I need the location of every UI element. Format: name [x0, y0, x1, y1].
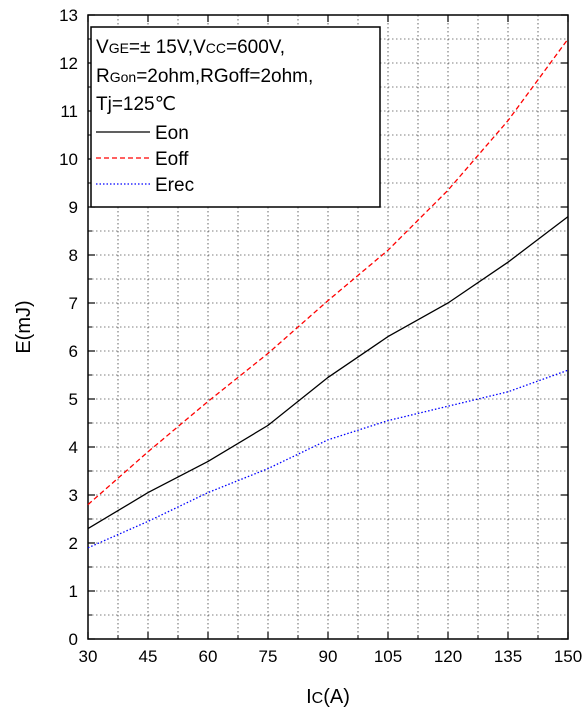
y-tick-label: 13 — [59, 6, 78, 25]
x-tick-label: 120 — [434, 647, 462, 666]
x-tick-label: 90 — [319, 647, 338, 666]
legend-label-eon: Eon — [155, 123, 189, 144]
legend: VGE=± 15V,VCC=600V, RGon=2ohm,RGoff=2ohm… — [90, 26, 381, 208]
x-axis-label: IC(A) — [306, 686, 350, 708]
x-tick-label: 135 — [494, 647, 522, 666]
series-line-eon — [87, 216, 569, 530]
y-tick-label: 3 — [69, 486, 78, 505]
y-tick-label: 2 — [69, 534, 78, 553]
legend-label-erec: Erec — [155, 175, 194, 196]
x-tick-label: 30 — [79, 647, 98, 666]
series-line-eoff — [87, 38, 569, 506]
y-tick-label: 6 — [69, 342, 78, 361]
x-tick-label: 45 — [139, 647, 158, 666]
series-line-erec — [87, 369, 569, 549]
y-tick-label: 7 — [69, 294, 78, 313]
x-tick-label: 105 — [374, 647, 402, 666]
y-tick-label: 5 — [69, 390, 78, 409]
y-tick-label: 8 — [69, 246, 78, 265]
x-tick-label: 150 — [554, 647, 582, 666]
legend-conditions-line2: RGon=2ohm,RGoff=2ohm, — [96, 66, 313, 87]
legend-label-eoff: Eoff — [155, 149, 189, 170]
legend-conditions-line1: VGE=± 15V,VCC=600V, — [96, 37, 285, 58]
y-tick-label: 12 — [59, 54, 78, 73]
legend-conditions-line3: Tj=125℃ — [96, 94, 176, 115]
x-tick-label: 75 — [259, 647, 278, 666]
x-tick-label: 60 — [199, 647, 218, 666]
y-tick-label: 1 — [69, 582, 78, 601]
y-tick-label: 4 — [69, 438, 78, 457]
y-axis-label: E(mJ) — [13, 300, 35, 353]
y-tick-label: 10 — [59, 150, 78, 169]
y-tick-label: 0 — [69, 630, 78, 649]
y-tick-label: 9 — [69, 198, 78, 217]
y-tick-label: 11 — [60, 102, 78, 121]
series-lines — [87, 38, 569, 549]
legend-box — [90, 26, 381, 208]
